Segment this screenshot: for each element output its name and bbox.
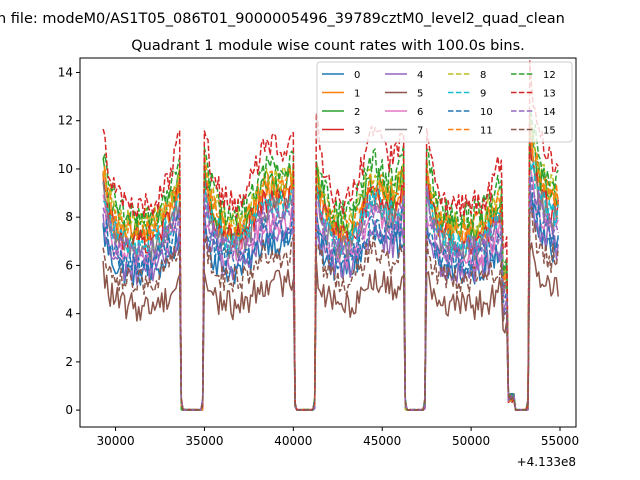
y-tick-label: 6 xyxy=(65,258,73,272)
y-tick-label: 4 xyxy=(65,307,73,321)
legend-label-12: 12 xyxy=(543,70,556,81)
legend-label-10: 10 xyxy=(480,107,493,118)
x-tick-label: 55000 xyxy=(541,434,579,448)
x-tick-label: 45000 xyxy=(363,434,401,448)
series-line-14 xyxy=(102,175,559,411)
x-axis: 30000 35000 40000 45000 50000 55000 xyxy=(96,427,579,448)
legend-label-9: 9 xyxy=(480,89,486,100)
x-tick-label: 40000 xyxy=(274,434,312,448)
series-line-15 xyxy=(102,206,559,411)
x-tick-label: 30000 xyxy=(96,434,134,448)
x-tick-label: 35000 xyxy=(185,434,223,448)
series-line-11 xyxy=(102,116,559,411)
series-line-13 xyxy=(102,60,559,411)
legend-label-8: 8 xyxy=(480,70,486,81)
series-line-5 xyxy=(102,242,559,411)
y-tick-label: 0 xyxy=(65,403,73,417)
legend-box xyxy=(316,61,573,143)
chart-title: Quadrant 1 module wise count rates with … xyxy=(131,38,525,54)
series-layer xyxy=(102,60,559,411)
legend-label-2: 2 xyxy=(354,107,360,118)
legend-label-3: 3 xyxy=(354,126,360,137)
y-tick-label: 2 xyxy=(65,355,73,369)
y-tick-label: 10 xyxy=(58,162,73,176)
legend-label-0: 0 xyxy=(354,70,360,81)
y-axis: 0 2 4 6 8 10 12 14 xyxy=(58,65,80,417)
series-line-12 xyxy=(102,110,559,411)
legend-label-4: 4 xyxy=(417,70,423,81)
legend-label-11: 11 xyxy=(480,126,493,137)
legend-label-15: 15 xyxy=(543,126,556,137)
y-tick-label: 8 xyxy=(65,210,73,224)
legend-label-5: 5 xyxy=(417,89,423,100)
plot-frame xyxy=(79,57,577,428)
x-tick-label: 50000 xyxy=(452,434,490,448)
figure-suptitle: n file: modeM0/AS1T05_086T01_9000005496_… xyxy=(0,11,565,27)
y-tick-label: 12 xyxy=(58,114,73,128)
y-tick-label: 14 xyxy=(58,65,73,79)
legend-label-7: 7 xyxy=(417,126,423,137)
legend-label-14: 14 xyxy=(543,107,556,118)
legend-label-13: 13 xyxy=(543,89,556,100)
x-offset-label: +4.133e8 xyxy=(517,455,576,469)
legend-label-6: 6 xyxy=(417,107,423,118)
legend-label-1: 1 xyxy=(354,89,360,100)
